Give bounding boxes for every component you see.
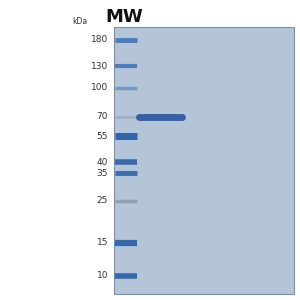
Text: 15: 15 [97, 238, 108, 247]
Text: 180: 180 [91, 35, 108, 44]
Text: kDa: kDa [72, 16, 87, 26]
Text: 35: 35 [97, 169, 108, 178]
Text: 25: 25 [97, 196, 108, 206]
Text: 130: 130 [91, 62, 108, 71]
Text: 70: 70 [97, 112, 108, 121]
Text: 40: 40 [97, 158, 108, 167]
Text: 10: 10 [97, 271, 108, 280]
Text: MW: MW [105, 8, 143, 26]
Text: 55: 55 [97, 132, 108, 141]
Text: 100: 100 [91, 83, 108, 92]
